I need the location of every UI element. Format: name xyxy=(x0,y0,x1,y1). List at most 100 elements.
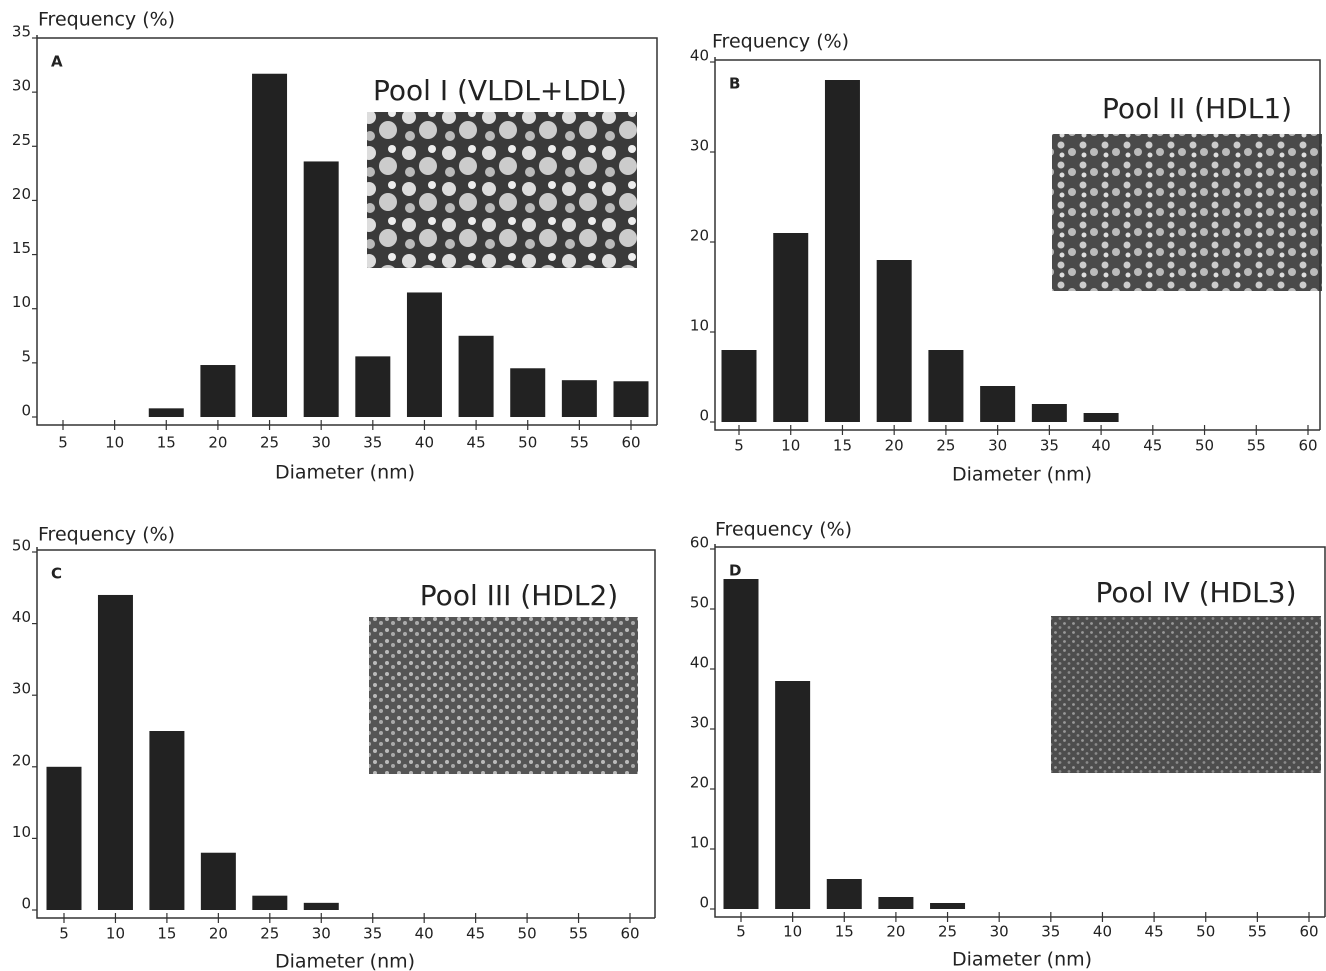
x-tick-label: 5 xyxy=(58,434,68,452)
y-tick-label: 0 xyxy=(699,894,709,912)
x-tick-label: 40 xyxy=(1093,923,1112,941)
x-axis-label: Diameter (nm) xyxy=(275,951,415,971)
y-tick-label: 60 xyxy=(690,534,709,552)
bar xyxy=(252,895,288,910)
x-axis-label: Diameter (nm) xyxy=(275,462,415,484)
bar xyxy=(613,381,649,417)
bar xyxy=(826,879,862,909)
bar xyxy=(252,73,288,417)
micrograph xyxy=(369,617,638,774)
y-tick-label: 30 xyxy=(12,680,31,698)
y-tick-label: 5 xyxy=(21,347,31,365)
y-tick-label: 40 xyxy=(690,47,709,65)
x-tick-label: 45 xyxy=(1145,923,1164,941)
bar xyxy=(775,681,811,909)
x-tick-label: 40 xyxy=(415,434,434,452)
y-tick-label: 20 xyxy=(690,227,709,245)
panel-letter: D xyxy=(729,562,741,580)
x-tick-label: 60 xyxy=(620,925,639,943)
bar xyxy=(458,335,494,417)
axis-frame xyxy=(714,544,1326,918)
x-tick-label: 25 xyxy=(938,923,957,941)
bar xyxy=(773,233,809,422)
y-tick-label: 35 xyxy=(12,23,31,41)
bar xyxy=(510,368,546,417)
bar xyxy=(878,897,914,909)
x-tick-label: 20 xyxy=(885,437,904,455)
bar xyxy=(303,902,339,910)
x-tick-label: 5 xyxy=(736,923,746,941)
y-tick-label: 10 xyxy=(12,293,31,311)
panel-letter: A xyxy=(51,53,63,71)
inset-title: Pool I (VLDL+LDL) xyxy=(373,74,627,107)
x-tick-label: 10 xyxy=(106,925,125,943)
x-axis-label: Diameter (nm) xyxy=(952,949,1092,971)
y-axis-label: Frequency (%) xyxy=(38,524,175,546)
bar xyxy=(930,903,966,909)
bar xyxy=(1083,413,1119,422)
y-axis-label: Frequency (%) xyxy=(38,9,175,31)
bar xyxy=(149,731,185,910)
bar xyxy=(928,350,964,422)
y-tick-label: 50 xyxy=(690,594,709,612)
y-tick-label: 10 xyxy=(690,317,709,335)
bar xyxy=(200,365,236,417)
bar xyxy=(46,766,82,910)
x-tick-label: 35 xyxy=(1041,923,1060,941)
y-tick-label: 0 xyxy=(21,402,31,420)
bar xyxy=(148,408,184,417)
axis-frame xyxy=(36,547,656,919)
x-tick-label: 5 xyxy=(59,925,69,943)
micrograph xyxy=(1051,616,1321,773)
x-tick-label: 60 xyxy=(1299,923,1318,941)
x-tick-label: 45 xyxy=(1143,437,1162,455)
panel-letter: B xyxy=(729,75,740,93)
bar xyxy=(406,292,442,417)
x-tick-label: 10 xyxy=(783,923,802,941)
x-tick-label: 35 xyxy=(1040,437,1059,455)
y-tick-label: 30 xyxy=(690,137,709,155)
y-axis-label: Frequency (%) xyxy=(715,519,852,541)
y-tick-label: 30 xyxy=(690,714,709,732)
x-tick-label: 10 xyxy=(781,437,800,455)
bar xyxy=(723,579,759,909)
axis-frame xyxy=(36,35,658,426)
y-tick-label: 40 xyxy=(12,608,31,626)
x-tick-label: 25 xyxy=(260,434,279,452)
y-tick-label: 0 xyxy=(21,895,31,913)
bar xyxy=(876,260,912,422)
x-tick-label: 20 xyxy=(209,925,228,943)
y-tick-label: 50 xyxy=(12,537,31,555)
bar xyxy=(824,80,860,422)
x-tick-label: 50 xyxy=(518,434,537,452)
x-tick-label: 50 xyxy=(1195,437,1214,455)
x-tick-label: 20 xyxy=(208,434,227,452)
x-tick-label: 25 xyxy=(260,925,279,943)
inset-title: Pool IV (HDL3) xyxy=(1095,576,1296,609)
bar xyxy=(561,380,597,417)
inset-title: Pool II (HDL1) xyxy=(1102,92,1292,125)
micrograph xyxy=(367,112,637,268)
x-tick-label: 15 xyxy=(835,923,854,941)
x-tick-label: 55 xyxy=(570,434,589,452)
x-axis-label: Diameter (nm) xyxy=(952,464,1092,486)
x-tick-label: 50 xyxy=(1196,923,1215,941)
x-tick-label: 55 xyxy=(1247,437,1266,455)
bar xyxy=(200,852,236,910)
x-tick-label: 40 xyxy=(415,925,434,943)
x-tick-label: 30 xyxy=(988,437,1007,455)
x-tick-label: 40 xyxy=(1092,437,1111,455)
y-tick-label: 20 xyxy=(12,185,31,203)
x-tick-label: 15 xyxy=(157,925,176,943)
x-tick-label: 35 xyxy=(363,925,382,943)
x-tick-label: 45 xyxy=(466,925,485,943)
y-tick-label: 10 xyxy=(12,823,31,841)
bar xyxy=(97,594,133,910)
x-tick-label: 10 xyxy=(105,434,124,452)
y-tick-label: 10 xyxy=(690,834,709,852)
axis-frame xyxy=(714,57,1321,431)
x-tick-label: 5 xyxy=(734,437,744,455)
bar xyxy=(980,386,1016,422)
x-tick-label: 60 xyxy=(621,434,640,452)
bar xyxy=(1031,404,1067,422)
